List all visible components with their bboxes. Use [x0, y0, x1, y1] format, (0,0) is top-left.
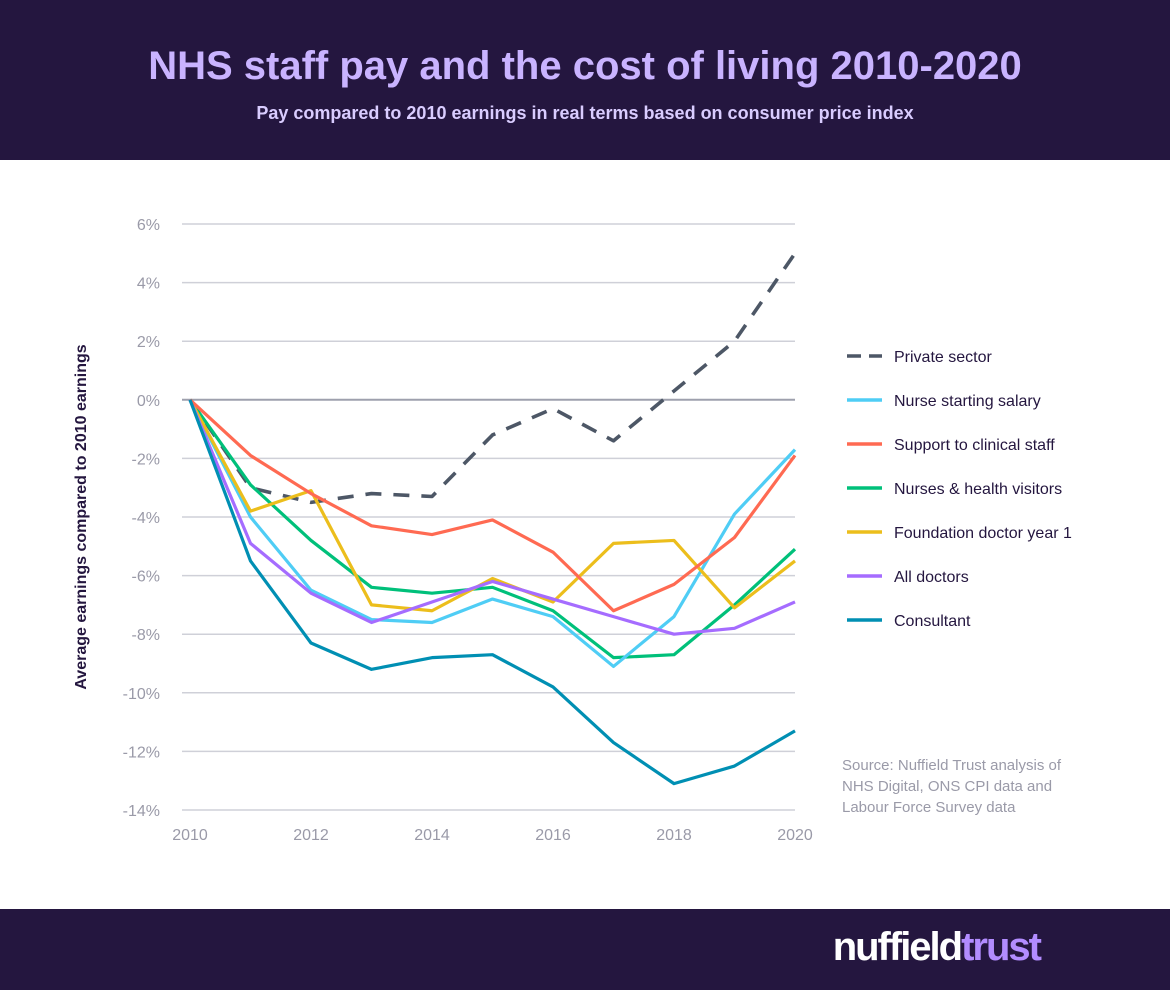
- y-tick-label: -8%: [132, 627, 160, 644]
- source-note: Labour Force Survey data: [842, 799, 1016, 816]
- y-tick-label: -4%: [132, 510, 160, 527]
- y-tick-label: -6%: [132, 569, 160, 586]
- y-tick-label: -2%: [132, 451, 160, 468]
- y-tick-label: -12%: [123, 744, 160, 761]
- series-line-private-sector: [188, 252, 797, 505]
- nuffield-trust-logo: nuffieldtrust: [832, 925, 1042, 969]
- series-line-support-to-clinical-staff: [188, 398, 797, 613]
- header: NHS staff pay and the cost of living 201…: [0, 0, 1170, 160]
- legend-label: Private sector: [894, 349, 992, 366]
- legend-label: Nurses & health visitors: [894, 481, 1062, 498]
- series-line-foundation-doctor-year-: [188, 399, 796, 613]
- legend-label: Foundation doctor year 1: [894, 525, 1072, 542]
- y-tick-label: 4%: [137, 276, 160, 293]
- series-line-all-doctors: [188, 399, 796, 636]
- series-line-nurse-starting-salary: [188, 399, 797, 669]
- x-tick-label: 2020: [777, 827, 813, 844]
- x-tick-label: 2016: [535, 827, 571, 844]
- x-tick-label: 2010: [172, 827, 208, 844]
- chart-subtitle: Pay compared to 2010 earnings in real te…: [256, 103, 914, 123]
- y-tick-label: -10%: [123, 686, 160, 703]
- footer: nuffieldtrust: [0, 909, 1170, 990]
- source-note: NHS Digital, ONS CPI data and: [842, 778, 1052, 795]
- series-line-consultant: [188, 399, 796, 786]
- x-tick-label: 2018: [656, 827, 692, 844]
- y-tick-label: 6%: [137, 217, 160, 234]
- series-line-nurses-health-visitors: [188, 398, 797, 660]
- source-note: Source: Nuffield Trust analysis of: [842, 757, 1062, 774]
- y-tick-label: 0%: [137, 393, 160, 410]
- x-tick-label: 2012: [293, 827, 329, 844]
- y-tick-label: 2%: [137, 334, 160, 351]
- legend-label: Support to clinical staff: [894, 437, 1055, 454]
- y-axis-label: Average earnings compared to 2010 earnin…: [73, 344, 90, 689]
- x-tick-label: 2014: [414, 827, 450, 844]
- chart-title: NHS staff pay and the cost of living 201…: [148, 44, 1022, 88]
- legend-label: All doctors: [894, 569, 969, 586]
- legend-label: Consultant: [894, 613, 971, 630]
- y-tick-label: -14%: [123, 803, 160, 820]
- legend-label: Nurse starting salary: [894, 393, 1041, 410]
